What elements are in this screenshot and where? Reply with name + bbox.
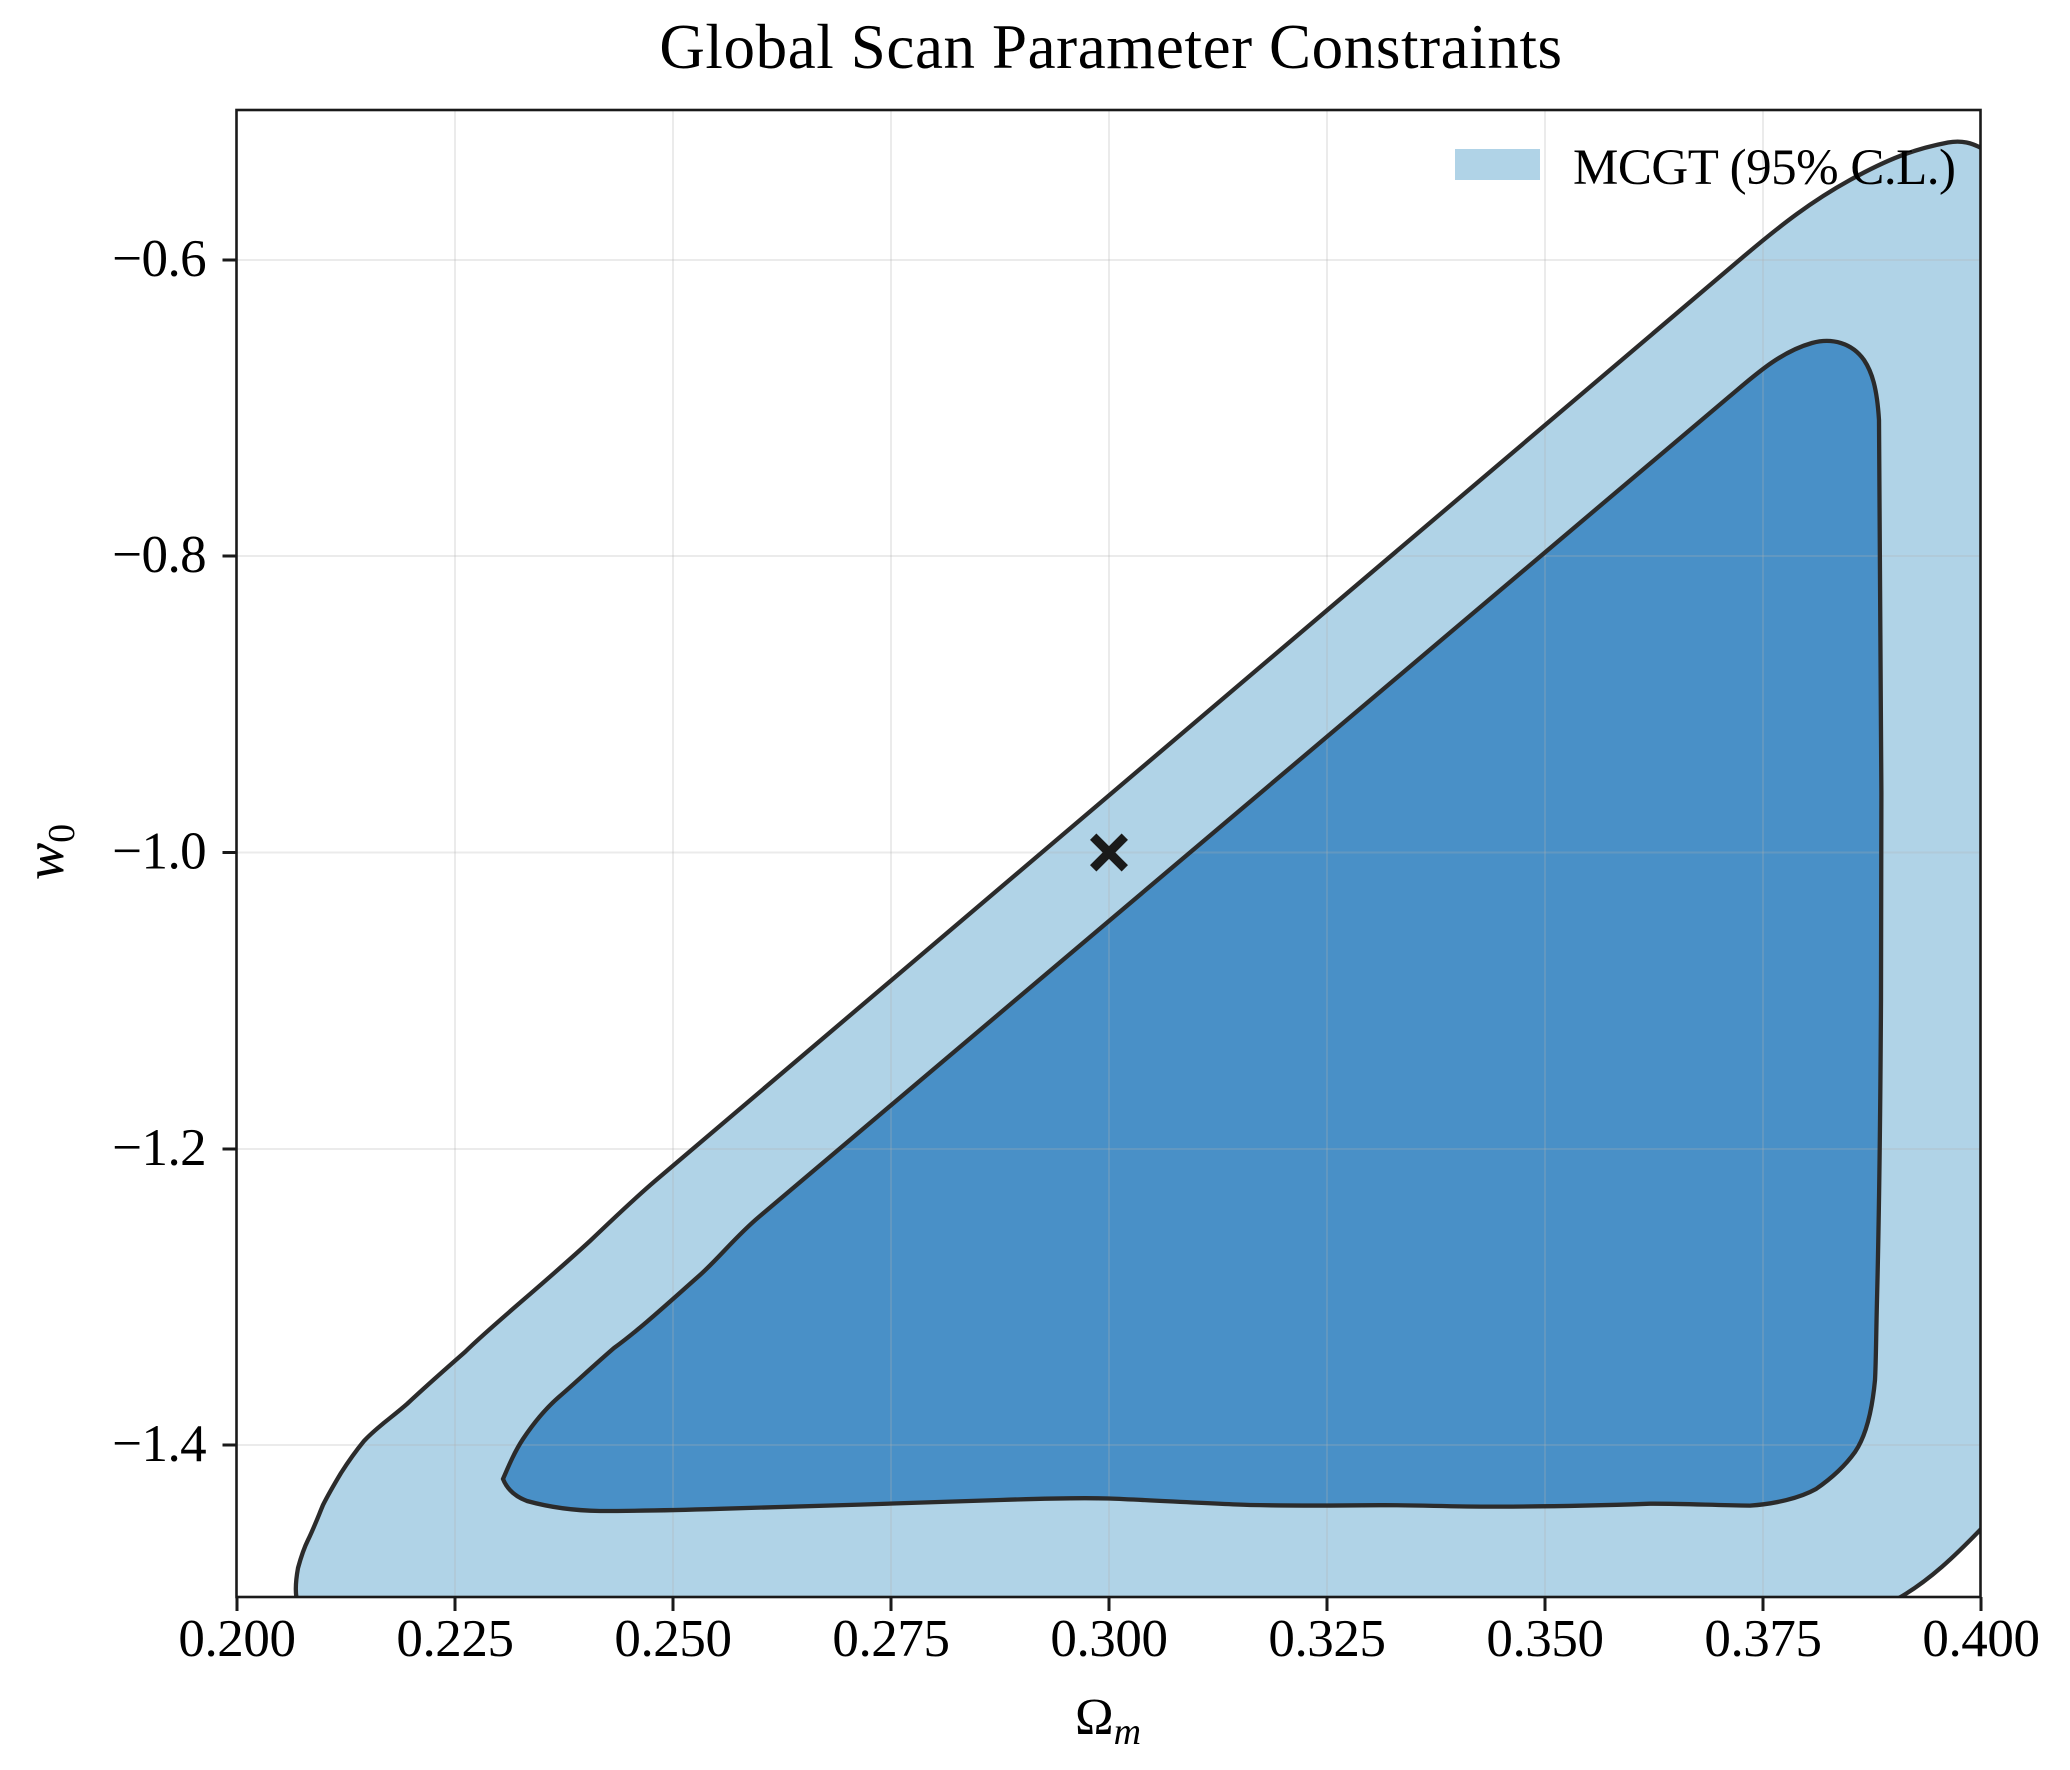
- svg-text:0.325: 0.325: [1268, 1610, 1385, 1668]
- svg-text:−1.0: −1.0: [112, 823, 206, 881]
- svg-text:0.350: 0.350: [1486, 1610, 1603, 1668]
- svg-text:MCGT (95% C.L.): MCGT (95% C.L.): [1573, 140, 1956, 196]
- svg-text:0.200: 0.200: [178, 1610, 295, 1668]
- svg-text:0.375: 0.375: [1704, 1610, 1821, 1668]
- svg-text:−1.2: −1.2: [112, 1119, 206, 1177]
- svg-text:Global Scan Parameter Constrai: Global Scan Parameter Constraints: [659, 12, 1562, 82]
- svg-text:−1.4: −1.4: [112, 1415, 206, 1473]
- svg-text:0.225: 0.225: [396, 1610, 513, 1668]
- svg-text:0.250: 0.250: [614, 1610, 731, 1668]
- svg-text:0.300: 0.300: [1050, 1610, 1167, 1668]
- svg-text:0.400: 0.400: [1922, 1610, 2039, 1668]
- svg-text:−0.6: −0.6: [112, 230, 206, 288]
- svg-text:Ωm: Ωm: [1075, 1689, 1141, 1753]
- svg-text:−0.8: −0.8: [112, 526, 206, 584]
- svg-text:w0: w0: [14, 824, 83, 880]
- svg-text:0.275: 0.275: [832, 1610, 949, 1668]
